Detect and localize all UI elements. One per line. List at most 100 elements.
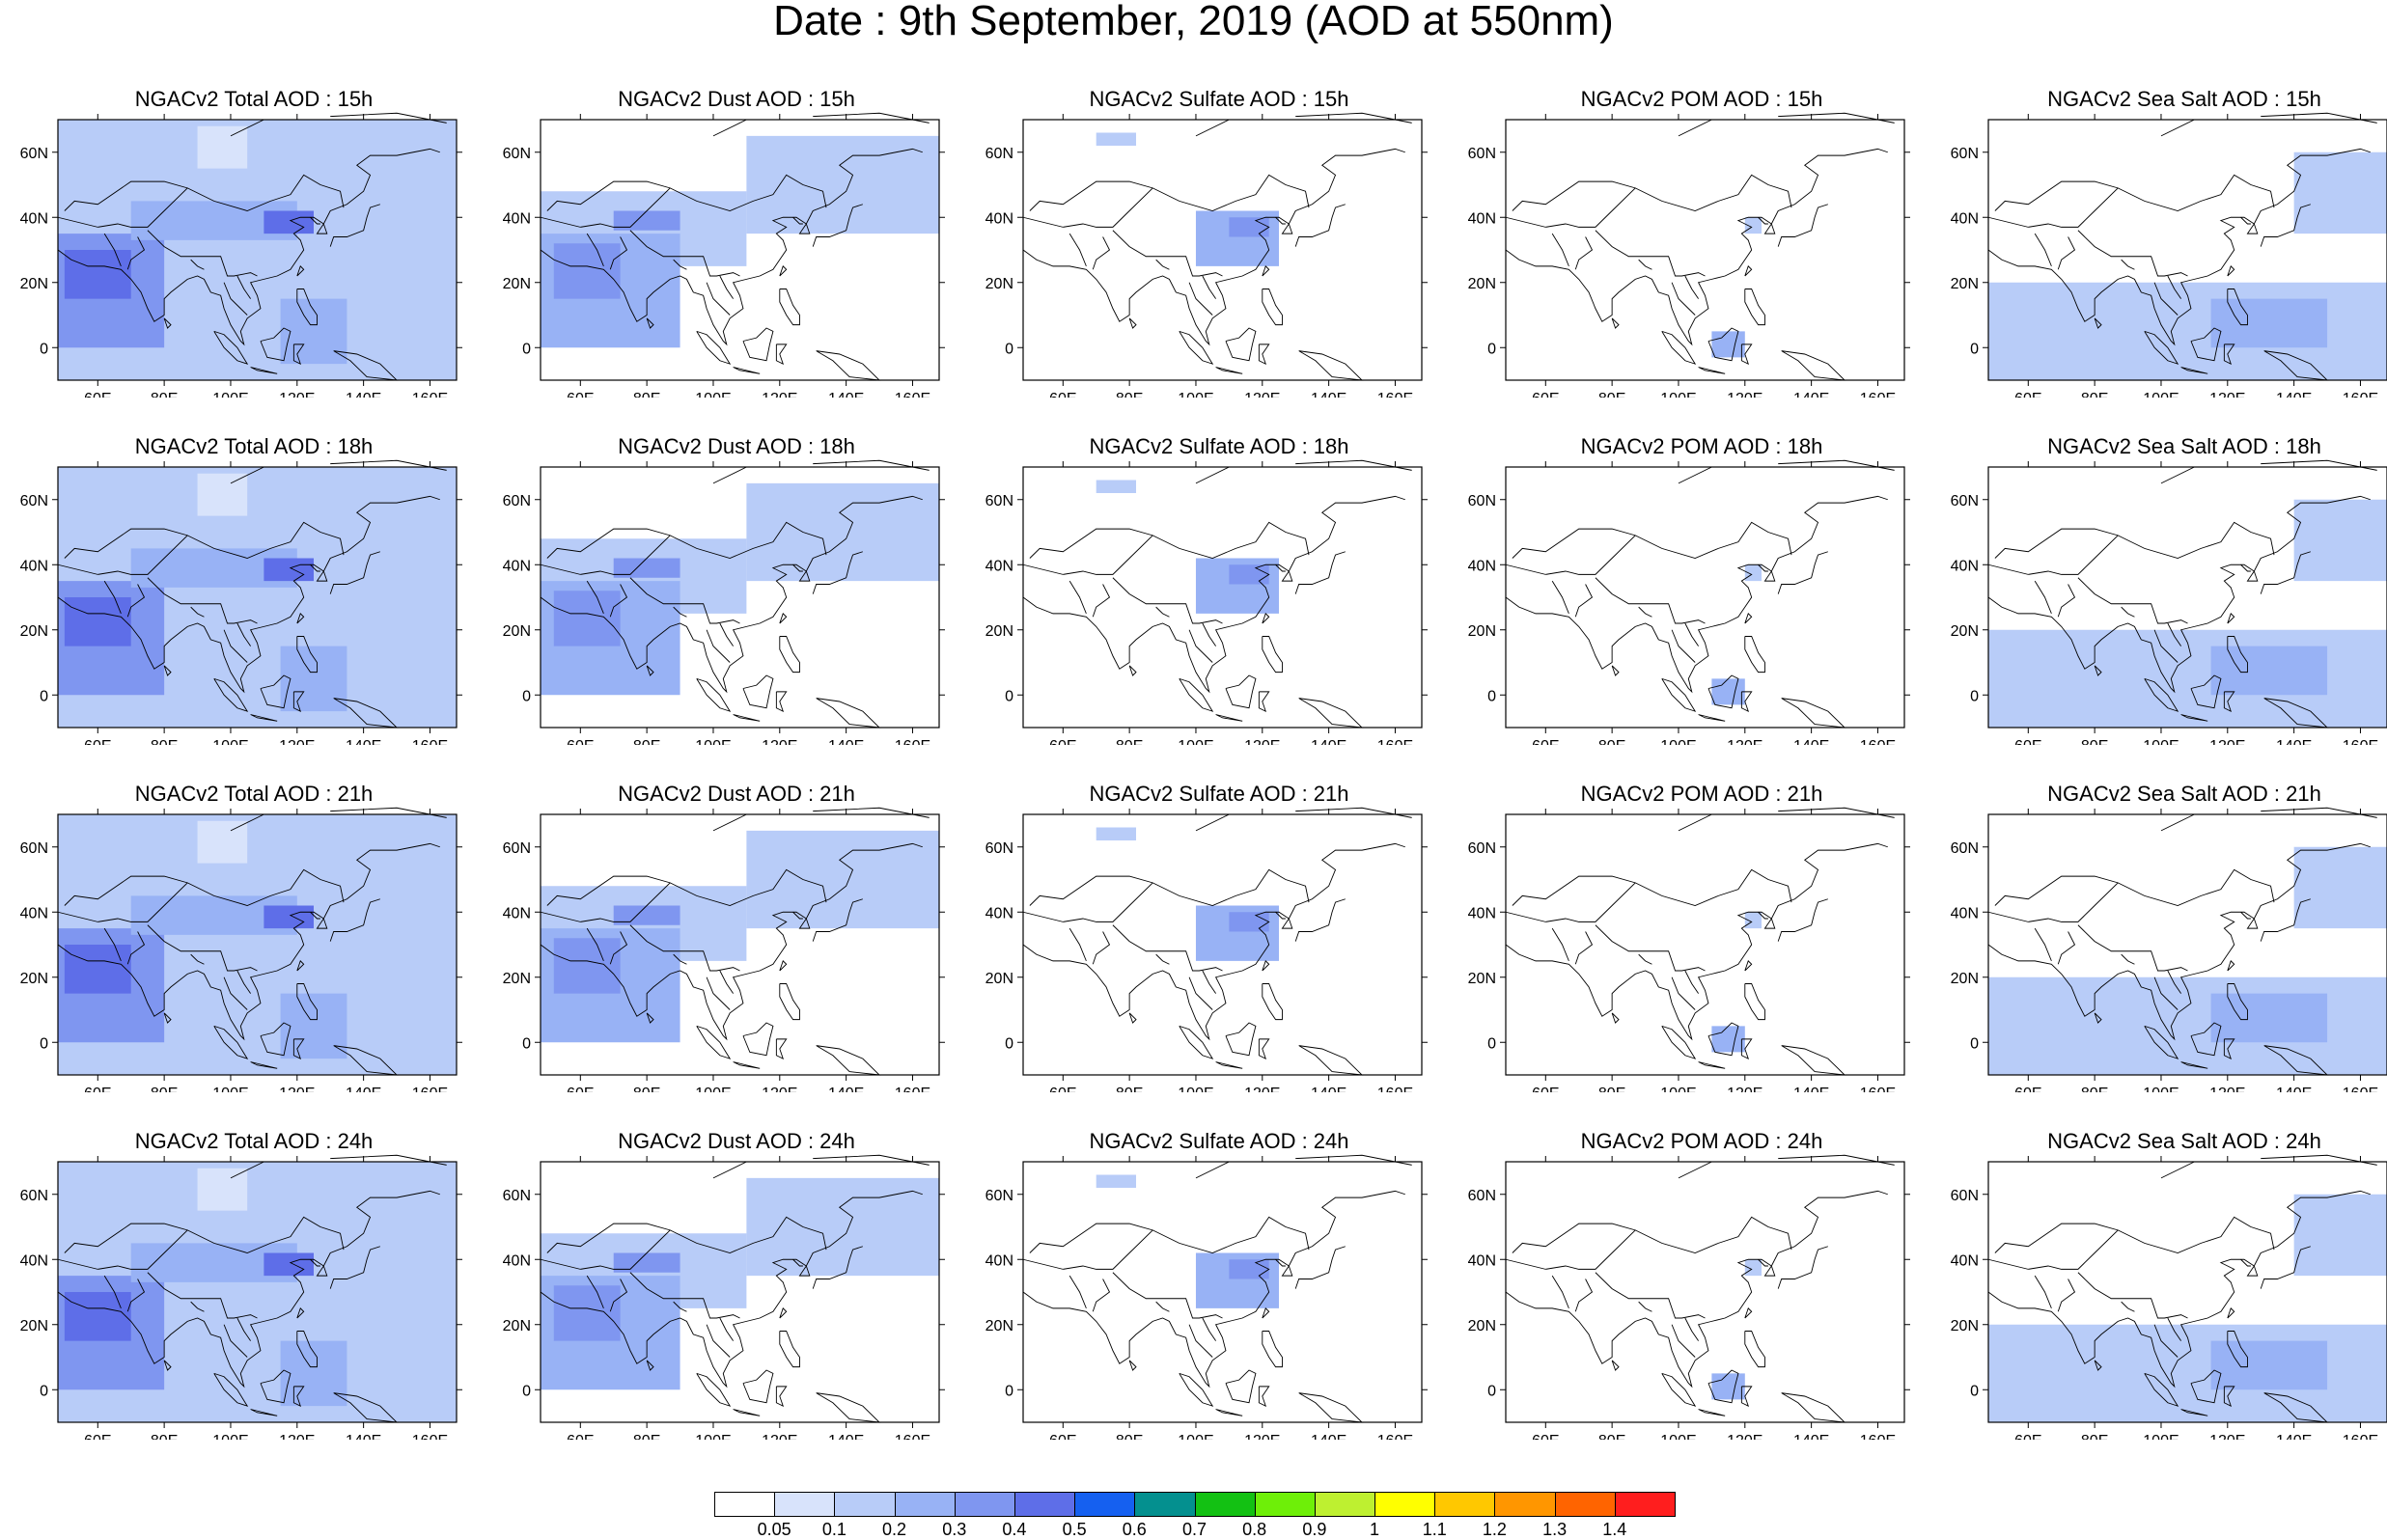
panel-title: NGACv2 POM AOD : 15h (1580, 87, 1823, 111)
coastline (1777, 898, 1828, 942)
lat-label: 20N (20, 1318, 48, 1334)
coastline (712, 813, 747, 832)
lon-label: 160E (412, 738, 448, 745)
coastline (2227, 1307, 2235, 1319)
coastline (190, 259, 205, 270)
coastline (1777, 551, 1828, 594)
colorbar-label: 0.2 (882, 1520, 907, 1539)
colorbar-swatch (1254, 1492, 1316, 1517)
lon-label: 100E (2143, 391, 2179, 398)
coastline (213, 677, 249, 712)
coastline (1029, 1223, 1153, 1253)
lat-label: 40N (1468, 210, 1496, 227)
coastline (1063, 521, 1310, 575)
coastline (1778, 459, 1895, 471)
coastline (609, 584, 628, 618)
lon-label: 80E (633, 738, 660, 745)
coastline (310, 216, 320, 225)
colorbar-label: 1.4 (1602, 1520, 1627, 1539)
lon-label: 80E (1116, 738, 1143, 745)
coastline (706, 976, 731, 1010)
coastline (213, 1025, 249, 1059)
coastline (1128, 1360, 1137, 1371)
panel-title: NGACv2 Dust AOD : 15h (618, 87, 855, 111)
coastline (1262, 289, 1283, 326)
lat-label: 20N (1951, 276, 1979, 292)
lon-label: 80E (1598, 738, 1625, 745)
coastline (673, 606, 687, 618)
coastline (2260, 898, 2311, 942)
coastline (1262, 613, 1270, 624)
map-frame (540, 813, 940, 1076)
coastline (779, 1331, 800, 1368)
map-frame (540, 1161, 940, 1423)
aod-map: 60N 40N 20N 0 60E 80E 100E 120E 140E 160E (985, 807, 1428, 1092)
map-panel-pom-21h: NGACv2 POM AOD : 21h 60N 40N 20N 0 60E 80E 100E… (1457, 784, 1911, 1092)
coastline (296, 613, 305, 624)
lon-label: 100E (695, 391, 731, 398)
coastline (1671, 629, 1696, 663)
coastline (2144, 330, 2179, 365)
lat-label: 40N (985, 558, 1013, 574)
coastline (1275, 564, 1286, 572)
colorbar-swatch (1074, 1492, 1136, 1517)
coastline (2121, 1301, 2135, 1312)
coastline (2223, 1386, 2235, 1408)
lat-label: 40N (1468, 905, 1496, 921)
colorbar-label: 1 (1370, 1520, 1380, 1539)
coastline (329, 551, 380, 594)
coastline (696, 1372, 732, 1407)
colorbar-swatch (714, 1492, 776, 1517)
coastline (1638, 953, 1652, 965)
lon-label: 160E (412, 1086, 448, 1092)
lon-label: 60E (2014, 391, 2041, 398)
coastline (1225, 1369, 1257, 1404)
lon-label: 160E (1860, 738, 1896, 745)
coastline (2227, 960, 2235, 972)
coastline (2261, 459, 2377, 471)
coastline (1781, 1392, 1846, 1423)
lon-label: 160E (2343, 1433, 2378, 1440)
coastline (1195, 1161, 1230, 1179)
coastline (2190, 327, 2222, 362)
coastline (1215, 1409, 1243, 1416)
aod-field (2293, 499, 2387, 582)
coastline (126, 584, 146, 618)
coastline (1215, 1061, 1243, 1069)
lon-label: 60E (2014, 1433, 2041, 1440)
coastline (540, 1258, 581, 1270)
lon-label: 120E (1727, 1433, 1762, 1440)
coastline (812, 204, 863, 247)
map-frame (57, 1161, 458, 1423)
coastline (2094, 1360, 2102, 1371)
map-frame (540, 119, 940, 381)
lat-label: 0 (1487, 688, 1496, 704)
colorbar-swatch (774, 1492, 836, 1517)
aod-field (613, 210, 680, 231)
lon-label: 120E (1727, 1086, 1762, 1092)
coastline (1029, 528, 1153, 559)
lat-label: 0 (1005, 1383, 1013, 1399)
colorbar-label: 0.9 (1302, 1520, 1327, 1539)
coastline (230, 813, 264, 832)
coastline (1595, 577, 1706, 624)
panel-title: NGACv2 Total AOD : 24h (134, 1129, 374, 1153)
coastline (580, 868, 827, 922)
coastline (260, 1369, 291, 1404)
coastline (646, 1012, 654, 1024)
coastline (540, 148, 923, 346)
aod-field (64, 597, 131, 646)
coastline (1505, 911, 1546, 922)
map-panel-pom-24h: NGACv2 POM AOD : 24h 60N 40N 20N 0 60E 80E 100E… (1457, 1131, 1911, 1440)
coastline (57, 564, 98, 575)
map-frame (1505, 466, 1905, 729)
lon-label: 60E (1049, 1086, 1076, 1092)
coastline (2121, 953, 2135, 965)
coastline (816, 1392, 881, 1423)
coastline (1179, 330, 1214, 365)
coastline (2028, 174, 2275, 228)
lat-label: 0 (522, 1035, 531, 1052)
lat-label: 40N (985, 905, 1013, 921)
map-panel-total-24h: NGACv2 Total AOD : 24h 60N 40N 20N 0 60E 80E 10… (10, 1131, 463, 1440)
coastline (1611, 665, 1620, 676)
